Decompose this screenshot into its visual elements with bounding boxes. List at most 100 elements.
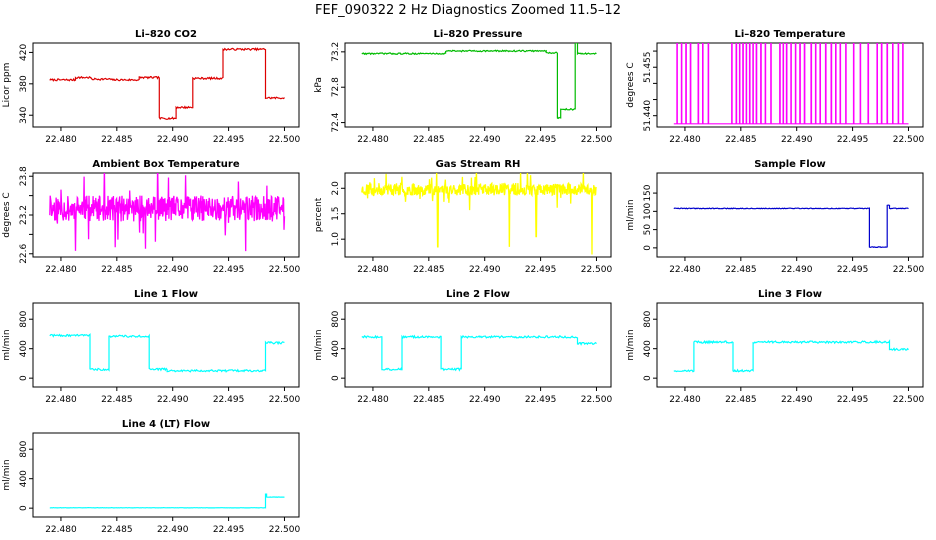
panel-8: Line 2 Flow 22.480 22.485 22.490 22.495 22.50… xyxy=(314,289,612,405)
y-tick-label: 340 xyxy=(19,106,29,123)
x-tick-label: 22.495 xyxy=(213,395,245,405)
panel-title: Line 4 (LT) Flow xyxy=(122,419,210,430)
y-tick-label: 72.8 xyxy=(331,77,341,97)
y-tick-label: 150 xyxy=(643,184,653,201)
x-tick-label: 22.495 xyxy=(213,265,245,275)
x-tick-label: 22.490 xyxy=(469,135,501,145)
x-tick-label: 22.490 xyxy=(157,395,189,405)
y-axis-label: ml/min xyxy=(314,329,324,360)
series-line xyxy=(49,493,285,509)
panel-10: Line 4 (LT) Flow 22.480 22.485 22.490 22.495… xyxy=(2,419,300,535)
y-tick-label: 23.2 xyxy=(19,205,29,225)
x-tick-label: 22.480 xyxy=(45,525,77,535)
panel-6: Sample Flow 22.480 22.485 22.490 22.495 22.50… xyxy=(626,159,924,275)
plot-frame xyxy=(32,302,300,388)
x-tick-label: 22.485 xyxy=(101,135,133,145)
x-tick-label: 22.500 xyxy=(581,135,613,145)
y-axis-label: Licor ppm xyxy=(2,63,12,108)
panel-title: Li–820 Temperature xyxy=(734,29,845,40)
panel-4: Ambient Box Temperature 22.480 22.485 22.49… xyxy=(2,159,300,275)
panel-title: Line 2 Flow xyxy=(446,289,510,300)
x-tick-label: 22.490 xyxy=(157,135,189,145)
x-tick-label: 22.500 xyxy=(269,265,301,275)
x-tick-label: 22.495 xyxy=(213,525,245,535)
x-tick-label: 22.500 xyxy=(269,525,301,535)
x-tick-label: 22.490 xyxy=(781,395,813,405)
y-axis-label: percent xyxy=(314,197,324,232)
x-tick-label: 22.490 xyxy=(781,135,813,145)
plot-frame xyxy=(32,42,300,128)
x-tick-label: 22.480 xyxy=(357,135,389,145)
y-tick-label: 400 xyxy=(19,340,29,357)
x-tick-label: 22.485 xyxy=(413,265,445,275)
y-axis-label: ml/min xyxy=(2,459,12,490)
x-tick-label: 22.480 xyxy=(357,265,389,275)
series-line xyxy=(673,339,909,373)
panel-title: Li–820 CO2 xyxy=(135,29,197,40)
y-tick-label: 100 xyxy=(643,202,653,219)
y-axis-label: kPa xyxy=(314,77,324,93)
y-tick-label: 51.455 xyxy=(643,51,653,83)
x-tick-label: 22.500 xyxy=(269,395,301,405)
plot-frame xyxy=(344,172,612,258)
x-tick-label: 22.495 xyxy=(213,135,245,145)
y-tick-label: 22.6 xyxy=(19,243,29,263)
plot-frame xyxy=(344,42,612,128)
x-tick-label: 22.495 xyxy=(837,265,869,275)
y-tick-label: 73.2 xyxy=(331,42,341,62)
x-tick-label: 22.485 xyxy=(413,395,445,405)
panel-3: Li–820 Temperature 22.480 22.485 22.490 22.4… xyxy=(626,29,924,145)
x-tick-label: 22.485 xyxy=(725,395,757,405)
x-tick-label: 22.500 xyxy=(893,135,925,145)
x-tick-label: 22.490 xyxy=(157,525,189,535)
panel-7: Line 1 Flow 22.480 22.485 22.490 22.495 22.50… xyxy=(2,289,300,405)
x-tick-label: 22.485 xyxy=(413,135,445,145)
y-axis-label: degrees C xyxy=(2,192,12,237)
plot-frame xyxy=(344,302,612,388)
panels: Li–820 CO2 22.480 22.485 22.490 22.495 22.500… xyxy=(2,29,924,535)
x-tick-label: 22.490 xyxy=(469,395,501,405)
y-tick-label: 800 xyxy=(19,310,29,327)
y-axis-label: degrees C xyxy=(626,62,636,107)
panel-title: Line 1 Flow xyxy=(134,289,198,300)
x-tick-label: 22.500 xyxy=(893,265,925,275)
plot-frame xyxy=(656,42,924,128)
x-tick-label: 22.480 xyxy=(45,265,77,275)
x-tick-label: 22.500 xyxy=(581,265,613,275)
x-tick-label: 22.490 xyxy=(781,265,813,275)
plot-frame xyxy=(656,302,924,388)
x-tick-label: 22.485 xyxy=(101,395,133,405)
series-line xyxy=(361,173,598,255)
y-axis-label: ml/min xyxy=(2,329,12,360)
x-tick-label: 22.485 xyxy=(725,265,757,275)
y-tick-label: 400 xyxy=(19,470,29,487)
series-line xyxy=(49,173,286,252)
y-tick-label: 0 xyxy=(331,375,341,381)
y-axis-label: ml/min xyxy=(626,329,636,360)
x-tick-label: 22.500 xyxy=(581,395,613,405)
series-line xyxy=(673,204,909,249)
y-tick-label: 72.4 xyxy=(331,112,341,132)
x-tick-label: 22.490 xyxy=(157,265,189,275)
y-tick-label: 0 xyxy=(643,245,653,251)
series-line xyxy=(361,334,597,372)
y-tick-label: 400 xyxy=(643,340,653,357)
x-tick-label: 22.495 xyxy=(837,135,869,145)
panel-title: Line 3 Flow xyxy=(758,289,822,300)
series-line xyxy=(49,47,285,120)
y-tick-label: 420 xyxy=(19,44,29,61)
x-tick-label: 22.480 xyxy=(669,265,701,275)
panel-title: Gas Stream RH xyxy=(436,159,521,170)
x-tick-label: 22.485 xyxy=(101,265,133,275)
x-tick-label: 22.495 xyxy=(837,395,869,405)
panel-5: Gas Stream RH 22.480 22.485 22.490 22.495 22.… xyxy=(314,159,612,275)
x-tick-label: 22.500 xyxy=(269,135,301,145)
y-tick-label: 1.5 xyxy=(331,207,341,221)
y-tick-label: 800 xyxy=(331,310,341,327)
y-tick-label: 400 xyxy=(331,340,341,357)
y-tick-label: 0 xyxy=(643,375,653,381)
y-tick-label: 0 xyxy=(19,505,29,511)
y-tick-label: 2.0 xyxy=(331,181,341,196)
x-tick-label: 22.480 xyxy=(357,395,389,405)
y-tick-label: 800 xyxy=(19,440,29,457)
